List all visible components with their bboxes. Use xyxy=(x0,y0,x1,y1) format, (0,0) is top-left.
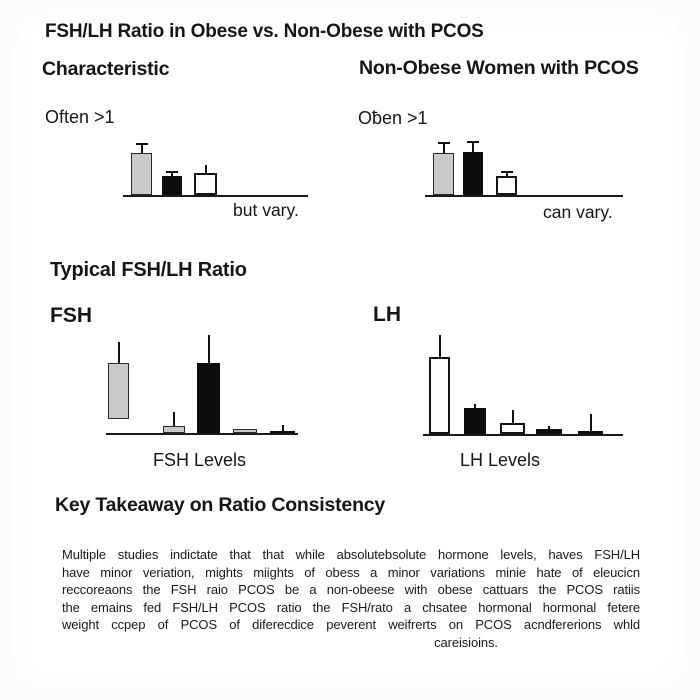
error-bar xyxy=(474,404,476,408)
lh-levels-caption: LH Levels xyxy=(460,450,541,470)
fsh-chart-label: FSH xyxy=(50,304,92,327)
takeaway-line: have minor veriation, mights miights of … xyxy=(62,564,640,580)
column-header-non-obese: Non-Obese Women with PCOS xyxy=(359,57,639,79)
gray-bar xyxy=(433,153,454,195)
gray-bar xyxy=(108,363,129,419)
error-bar xyxy=(505,171,508,176)
error-bar-cap xyxy=(135,143,148,145)
error-bar xyxy=(204,165,207,173)
error-bar-cap xyxy=(437,142,450,144)
takeaway-line: Multiple studies indictate that that whi… xyxy=(62,547,640,562)
can-vary-caption: can vary. xyxy=(543,202,613,222)
often-gt1-label-left: Often >1 xyxy=(45,107,115,127)
fsh-bar-chart xyxy=(106,333,298,435)
error-bar xyxy=(589,414,592,431)
error-bar xyxy=(140,143,143,153)
black-bar xyxy=(197,363,220,433)
white-bar xyxy=(496,176,517,195)
black-bar xyxy=(536,429,562,434)
error-bar-cap xyxy=(166,171,178,173)
error-bar xyxy=(548,426,550,429)
lh-chart-label: LH xyxy=(373,303,401,326)
page-title: FSH/LH Ratio in Obese vs. Non-Obese with… xyxy=(45,21,484,42)
often-gt1-label-right: Oƀen >1 xyxy=(358,108,428,128)
takeaway-paragraph: Multiple studies indictate that that whi… xyxy=(62,546,640,651)
error-bar-cap xyxy=(467,141,479,143)
gray-bar xyxy=(163,426,185,433)
non-obese-mini-bar-chart xyxy=(425,140,623,197)
takeaway-line: reccoreaons the FSH raio PCOS be a non-o… xyxy=(62,582,640,597)
error-bar-cap xyxy=(500,171,513,173)
error-bar xyxy=(281,425,284,431)
fsh-levels-caption: FSH Levels xyxy=(153,450,247,470)
lh-bar-chart xyxy=(423,334,623,436)
black-bar xyxy=(464,408,486,434)
typical-ratio-heading: Typical FSH/LH Ratio xyxy=(50,259,247,281)
black-bar xyxy=(578,431,603,434)
gray-bar xyxy=(233,429,257,433)
but-vary-caption: but vary. xyxy=(233,200,299,220)
white-bar xyxy=(500,423,525,434)
error-bar xyxy=(171,171,173,176)
key-takeaway-heading: Key Takeaway on Ratio Consistency xyxy=(55,494,386,516)
takeaway-line: the emains fed FSH/LH PCOS ratio the FSH… xyxy=(62,599,640,615)
error-bar xyxy=(438,335,441,357)
error-bar xyxy=(442,142,445,153)
error-bar xyxy=(173,412,175,426)
error-bar xyxy=(472,141,474,152)
error-bar xyxy=(207,335,210,363)
white-bar xyxy=(194,173,217,195)
takeaway-line-last: careisioins. xyxy=(434,634,498,650)
column-header-characteristic: Characteristic xyxy=(42,58,170,80)
black-bar xyxy=(270,431,295,433)
error-bar xyxy=(117,342,120,363)
black-bar xyxy=(463,152,483,195)
takeaway-line: weight ccpep of PCOS of diferecdice peve… xyxy=(62,617,640,632)
black-bar xyxy=(162,176,182,195)
white-bar xyxy=(429,357,450,434)
gray-bar xyxy=(131,153,152,195)
error-bar xyxy=(511,410,514,423)
obese-mini-bar-chart xyxy=(123,140,308,197)
